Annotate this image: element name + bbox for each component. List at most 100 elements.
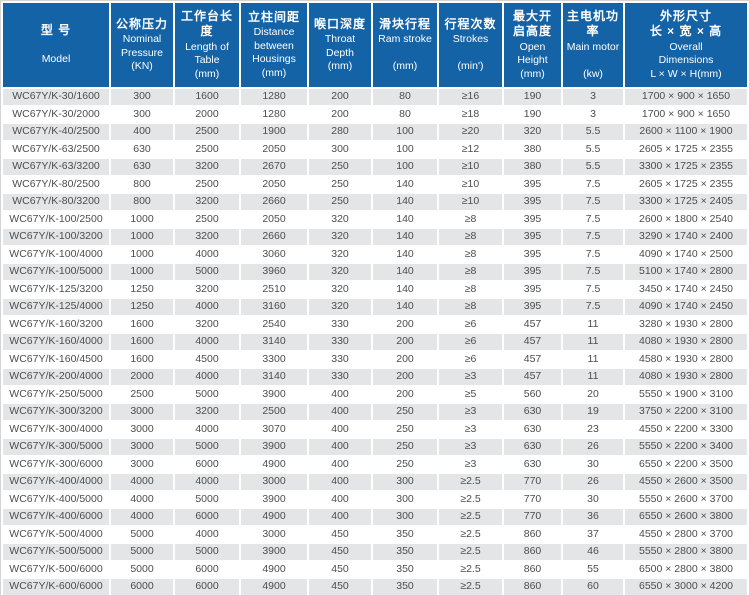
cell-strokes: ≥10 (439, 194, 502, 210)
table-row: WC67Y/K-400/5000 4000 5000 3900 400 300 ≥2.5 77… (3, 491, 747, 507)
cell-strokes: ≥3 (439, 369, 502, 385)
cell-open_height: 395 (504, 264, 561, 280)
cell-table_length: 2500 (175, 176, 239, 192)
cell-table_length: 6000 (175, 456, 239, 472)
cell-model: WC67Y/K-100/3200 (3, 229, 109, 245)
cell-main_motor: 30 (563, 456, 623, 472)
cell-table_length: 5000 (175, 264, 239, 280)
cell-table_length: 4500 (175, 351, 239, 367)
cell-housing_distance: 3070 (241, 421, 307, 437)
cell-model: WC67Y/K-300/4000 (3, 421, 109, 437)
cell-dimensions: 1700 × 900 × 1650 (625, 106, 747, 122)
cell-throat_depth: 250 (309, 176, 371, 192)
col-header-ram-stroke: 滑块行程 Ram stroke (mm) (373, 3, 437, 87)
cell-strokes: ≥3 (439, 421, 502, 437)
cell-strokes: ≥8 (439, 229, 502, 245)
cell-ram_stroke: 300 (373, 474, 437, 490)
cell-ram_stroke: 100 (373, 141, 437, 157)
table-header: 型 号 Model 公称压力 Nominal Pressure (KN) 工作台… (3, 3, 747, 87)
cell-ram_stroke: 300 (373, 491, 437, 507)
cell-strokes: ≥3 (439, 439, 502, 455)
table-row: WC67Y/K-160/3200 1600 3200 2540 330 200 ≥6 457 1… (3, 316, 747, 332)
cell-model: WC67Y/K-500/4000 (3, 526, 109, 542)
cell-ram_stroke: 140 (373, 299, 437, 315)
cell-table_length: 3200 (175, 404, 239, 420)
cell-nominal_pressure: 6000 (111, 579, 173, 595)
cell-dimensions: 3300 × 1725 × 2405 (625, 194, 747, 210)
cell-open_height: 457 (504, 334, 561, 350)
cell-table_length: 3200 (175, 281, 239, 297)
cell-table_length: 2500 (175, 124, 239, 140)
cell-ram_stroke: 300 (373, 509, 437, 525)
cell-throat_depth: 400 (309, 509, 371, 525)
cell-model: WC67Y/K-500/6000 (3, 561, 109, 577)
cell-ram_stroke: 200 (373, 334, 437, 350)
cell-table_length: 4000 (175, 526, 239, 542)
cell-open_height: 395 (504, 299, 561, 315)
spec-table-body: WC67Y/K-30/1600 300 1600 1280 200 80 ≥16 190 3 17… (3, 89, 747, 595)
cell-strokes: ≥2.5 (439, 579, 502, 595)
cell-main_motor: 7.5 (563, 194, 623, 210)
cell-strokes: ≥2.5 (439, 491, 502, 507)
col-header-open-height-en: Open Height (mm) (517, 40, 548, 80)
cell-housing_distance: 3060 (241, 246, 307, 262)
table-row: WC67Y/K-30/2000 300 2000 1280 200 80 ≥18 190 3 17… (3, 106, 747, 122)
cell-nominal_pressure: 2000 (111, 369, 173, 385)
cell-throat_depth: 320 (309, 246, 371, 262)
cell-main_motor: 7.5 (563, 246, 623, 262)
cell-open_height: 770 (504, 491, 561, 507)
cell-table_length: 4000 (175, 246, 239, 262)
table-row: WC67Y/K-80/2500 800 2500 2050 250 140 ≥10 395 7.… (3, 176, 747, 192)
cell-dimensions: 3750 × 2200 × 3100 (625, 404, 747, 420)
cell-housing_distance: 3000 (241, 526, 307, 542)
cell-dimensions: 5550 × 2800 × 3800 (625, 544, 747, 560)
cell-open_height: 630 (504, 404, 561, 420)
table-row: WC67Y/K-400/6000 4000 6000 4900 400 300 ≥2.5 77… (3, 509, 747, 525)
cell-strokes: ≥16 (439, 89, 502, 105)
cell-table_length: 1600 (175, 89, 239, 105)
cell-housing_distance: 3160 (241, 299, 307, 315)
table-row: WC67Y/K-200/4000 2000 4000 3140 330 200 ≥3 457 1… (3, 369, 747, 385)
cell-strokes: ≥2.5 (439, 544, 502, 560)
cell-ram_stroke: 100 (373, 124, 437, 140)
cell-ram_stroke: 140 (373, 211, 437, 227)
cell-throat_depth: 330 (309, 316, 371, 332)
cell-strokes: ≥3 (439, 404, 502, 420)
cell-open_height: 860 (504, 526, 561, 542)
cell-model: WC67Y/K-63/2500 (3, 141, 109, 157)
cell-ram_stroke: 140 (373, 176, 437, 192)
cell-open_height: 395 (504, 246, 561, 262)
cell-housing_distance: 3000 (241, 474, 307, 490)
col-header-nominal-pressure-zh: 公称压力 (115, 16, 168, 31)
col-header-housing-distance-zh: 立柱间距 (247, 9, 300, 24)
cell-throat_depth: 400 (309, 491, 371, 507)
cell-table_length: 4000 (175, 299, 239, 315)
cell-strokes: ≥3 (439, 456, 502, 472)
cell-table_length: 6000 (175, 561, 239, 577)
col-header-throat-depth: 喉口深度 Throat Depth (mm) (309, 3, 371, 87)
cell-dimensions: 6500 × 2800 × 3800 (625, 561, 747, 577)
cell-throat_depth: 320 (309, 281, 371, 297)
col-header-main-motor-zh: 主电机功率 (566, 8, 619, 39)
cell-throat_depth: 320 (309, 264, 371, 280)
cell-open_height: 395 (504, 211, 561, 227)
cell-nominal_pressure: 5000 (111, 544, 173, 560)
cell-strokes: ≥20 (439, 124, 502, 140)
cell-main_motor: 7.5 (563, 176, 623, 192)
cell-main_motor: 37 (563, 526, 623, 542)
table-row: WC67Y/K-300/3200 3000 3200 2500 400 250 ≥3 630 1… (3, 404, 747, 420)
cell-throat_depth: 450 (309, 579, 371, 595)
cell-housing_distance: 4900 (241, 561, 307, 577)
cell-nominal_pressure: 630 (111, 159, 173, 175)
cell-open_height: 457 (504, 316, 561, 332)
cell-table_length: 6000 (175, 509, 239, 525)
cell-table_length: 2500 (175, 211, 239, 227)
cell-main_motor: 7.5 (563, 299, 623, 315)
cell-table_length: 2000 (175, 106, 239, 122)
cell-throat_depth: 330 (309, 369, 371, 385)
table-row: WC67Y/K-400/4000 4000 4000 3000 400 300 ≥2.5 77… (3, 474, 747, 490)
col-header-throat-depth-zh: 喉口深度 (313, 16, 366, 31)
cell-housing_distance: 3900 (241, 544, 307, 560)
cell-main_motor: 23 (563, 421, 623, 437)
cell-ram_stroke: 140 (373, 194, 437, 210)
